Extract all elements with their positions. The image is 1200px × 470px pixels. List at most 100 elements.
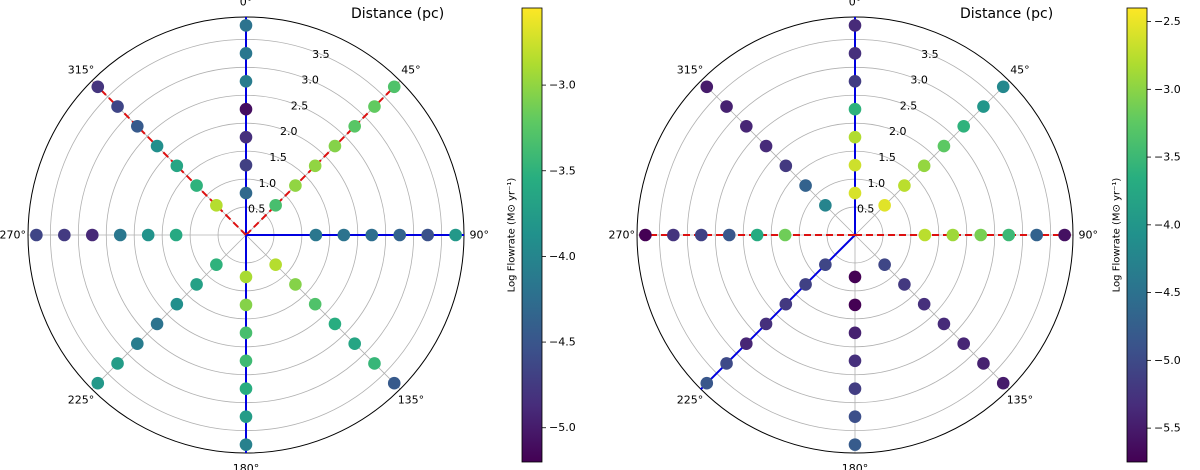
data-point: [239, 130, 253, 144]
data-point: [113, 228, 127, 242]
data-point: [957, 120, 970, 133]
data-point: [239, 438, 253, 451]
data-point: [779, 159, 793, 173]
colorbar-tick-label: −4.0: [549, 250, 576, 263]
data-point: [368, 100, 381, 113]
data-point: [85, 228, 99, 242]
data-point: [239, 382, 253, 396]
data-point: [848, 158, 862, 172]
radial-axis-title: Distance (pc): [960, 6, 1053, 22]
data-point: [309, 228, 323, 242]
data-point: [946, 228, 960, 242]
r-tick-label: 3.5: [312, 48, 330, 61]
angle-label: 225°: [677, 393, 704, 406]
angle-label: 45°: [401, 64, 421, 77]
r-tick-label: 3.5: [921, 48, 939, 61]
colorbar-tick-label: −5.0: [1154, 354, 1181, 367]
data-point: [848, 19, 862, 32]
data-point: [878, 199, 891, 212]
data-point: [917, 159, 931, 173]
r-tick-label: 0.5: [857, 203, 875, 216]
data-point: [210, 199, 223, 212]
data-point: [190, 179, 203, 192]
angle-label: 135°: [398, 393, 425, 406]
colorbar-label: Log Flowrate (M⊙ yr⁻¹): [1112, 178, 1123, 293]
colorbar-tick-label: −4.0: [1154, 218, 1181, 231]
data-point: [957, 337, 970, 350]
data-point: [848, 382, 862, 396]
data-point: [239, 47, 253, 60]
data-point: [210, 258, 223, 271]
data-point: [848, 410, 862, 423]
r-tick-label: 0.5: [248, 203, 266, 216]
data-point: [150, 139, 164, 153]
data-point: [778, 228, 792, 242]
data-point: [368, 357, 381, 370]
data-point: [239, 270, 253, 284]
data-point: [328, 317, 342, 331]
data-point: [1058, 228, 1071, 242]
data-point: [239, 354, 253, 368]
data-point: [91, 80, 105, 94]
data-point: [387, 80, 401, 94]
data-point: [269, 199, 282, 212]
data-point: [937, 139, 951, 153]
data-point: [239, 298, 253, 312]
data-point: [348, 337, 361, 350]
data-point: [848, 130, 862, 144]
data-point: [937, 317, 951, 331]
colorbar-tick-label: −3.0: [1154, 83, 1181, 96]
data-point: [878, 258, 891, 271]
data-point: [239, 19, 253, 32]
colorbar: [1126, 7, 1148, 463]
data-point: [449, 228, 462, 242]
data-point: [269, 258, 282, 271]
data-point: [131, 337, 144, 350]
data-point: [239, 326, 253, 340]
colorbar-tick-label: −4.5: [549, 336, 576, 349]
data-point: [365, 228, 379, 242]
angle-label: 180°: [842, 462, 869, 470]
data-point: [150, 317, 164, 331]
data-point: [720, 100, 733, 113]
colorbar-tick-label: −3.5: [549, 164, 576, 177]
r-tick-label: 2.5: [291, 99, 309, 112]
r-tick-label: 1.0: [868, 177, 886, 190]
data-point: [337, 228, 351, 242]
data-point: [848, 47, 862, 60]
angle-label: 90°: [470, 229, 490, 242]
data-point: [58, 228, 71, 242]
data-point: [740, 337, 753, 350]
data-point: [387, 376, 401, 390]
data-point: [141, 228, 155, 242]
data-point: [30, 228, 43, 242]
colorbar-tick-label: −3.0: [549, 79, 576, 92]
data-point: [799, 278, 812, 291]
angle-label: 315°: [68, 64, 95, 77]
data-point: [977, 357, 990, 370]
r-tick-label: 3.0: [301, 74, 319, 87]
angle-label: 270°: [0, 229, 26, 242]
data-point: [1030, 228, 1043, 242]
data-point: [974, 228, 988, 242]
data-point: [348, 120, 361, 133]
data-point: [239, 102, 253, 116]
r-tick-label: 2.5: [900, 99, 918, 112]
data-point: [169, 228, 183, 242]
colorbar-tick-label: −4.5: [1154, 286, 1181, 299]
r-tick-label: 1.5: [878, 151, 896, 164]
data-point: [898, 278, 911, 291]
data-point: [722, 228, 736, 242]
angle-label: 45°: [1010, 64, 1030, 77]
r-tick-label: 2.0: [889, 125, 907, 138]
angle-label: 180°: [233, 462, 260, 470]
data-point: [170, 297, 184, 311]
angle-label: 0°: [849, 0, 862, 8]
data-point: [848, 186, 862, 200]
polar-chart-left: 0.5 1.0 1.5 2.0 2.5 3.0 3.5 0° 45° 90° 135° 180° 225…: [0, 0, 576, 470]
data-point: [819, 258, 832, 271]
data-point: [667, 228, 680, 242]
data-point: [1002, 228, 1016, 242]
data-point: [170, 159, 184, 173]
